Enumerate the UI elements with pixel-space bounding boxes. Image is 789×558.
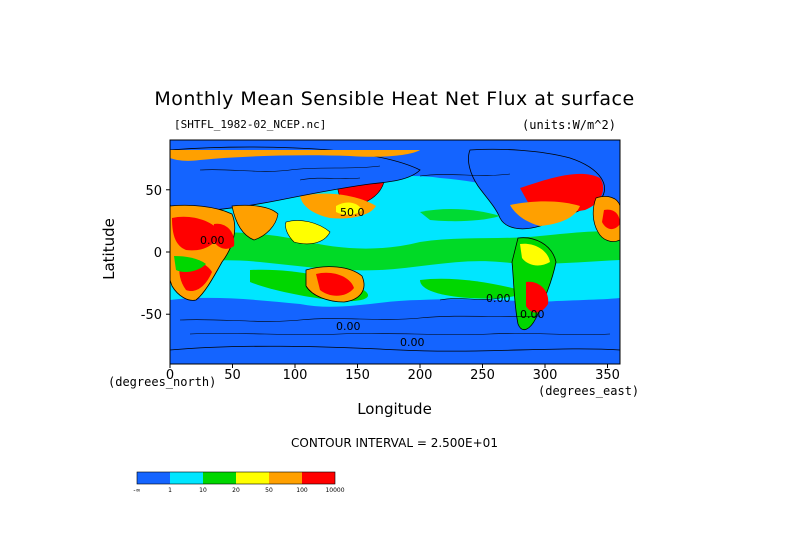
- y-tick-label: 0: [154, 246, 162, 261]
- x-unit-label-right: (degrees_east): [538, 384, 640, 398]
- contour-label: 0.00: [200, 234, 225, 247]
- contour-label: 0.00: [520, 308, 545, 321]
- colorbar-label: 1: [168, 487, 172, 494]
- x-unit-label: (degrees_north): [108, 375, 217, 389]
- tropical-green-band: [170, 231, 620, 271]
- contour-label: 0.00: [400, 336, 425, 349]
- chart-title: Monthly Mean Sensible Heat Net Flux at s…: [154, 88, 635, 110]
- x-tick-label: 250: [470, 368, 495, 383]
- colorbar-swatch: [302, 472, 335, 484]
- x-tick-label: 150: [345, 368, 370, 383]
- colorbar-swatch: [170, 472, 203, 484]
- india: [231, 204, 279, 241]
- australia-hot: [316, 272, 354, 296]
- colorbar-label: -∞: [133, 487, 140, 494]
- contour-lines: [179, 165, 611, 335]
- x-axis-ticks: 0 50 100 150 200 250 300 350: [166, 364, 620, 383]
- colorbar-swatch: [236, 472, 269, 484]
- units-label: (units:W/m^2): [522, 118, 616, 132]
- heatmap-field: [170, 140, 620, 364]
- source-file-label: [SHTFL_1982-02_NCEP.nc]: [174, 118, 327, 131]
- contour-label: 0.00: [336, 320, 361, 333]
- y-tick-label: 50: [145, 184, 162, 199]
- contour-label: 0.00: [486, 292, 511, 305]
- x-tick-label: 50: [224, 368, 241, 383]
- colorbar-swatch: [203, 472, 236, 484]
- y-axis-ticks: 50 0 -50: [141, 184, 170, 323]
- x-tick-label: 350: [595, 368, 620, 383]
- colorbar-label: 20: [232, 487, 240, 494]
- colorbar-frame: [136, 471, 336, 485]
- x-axis-label: Longitude: [357, 400, 432, 418]
- colorbar-swatch: [137, 472, 170, 484]
- contour-interval-label: CONTOUR INTERVAL = 2.500E+01: [291, 436, 498, 450]
- x-tick-label: 0: [166, 368, 174, 383]
- colorbar-label: 50: [265, 487, 273, 494]
- x-tick-label: 100: [283, 368, 308, 383]
- contour-label: 50.0: [340, 206, 365, 219]
- x-tick-label: 300: [533, 368, 558, 383]
- southeast-asia: [285, 220, 331, 245]
- south-pacific-green: [420, 278, 522, 299]
- colorbar-swatch: [269, 472, 302, 484]
- antarctica: [170, 345, 620, 364]
- sahara-hot: [172, 216, 220, 251]
- colorbar: -∞ 1 10 20 50 100 10000: [133, 471, 345, 494]
- south-america-hot: [526, 281, 549, 313]
- x-tick-label: 200: [408, 368, 433, 383]
- na-warm-region: [510, 201, 580, 226]
- colorbar-label: 100: [296, 487, 308, 494]
- arctic-coast-warm: [170, 150, 420, 161]
- colorbar-label: 10000: [325, 487, 344, 494]
- colorbar-label: 10: [199, 487, 207, 494]
- y-axis-label: Latitude: [99, 218, 118, 280]
- y-tick-label: -50: [141, 308, 162, 323]
